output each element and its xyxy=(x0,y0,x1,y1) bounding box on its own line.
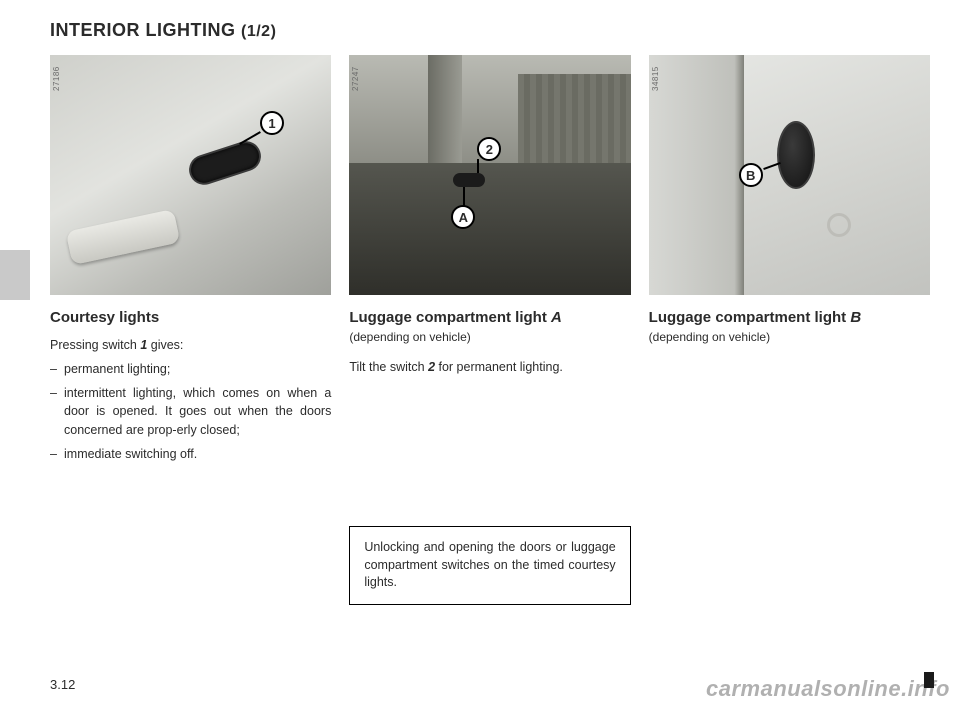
pillar-graphic xyxy=(428,55,462,165)
text: Tilt the switch xyxy=(349,360,428,374)
column-1: 27186 1 Courtesy lights Pressing switch … xyxy=(50,55,331,605)
column-2: 27247 2 A Luggage compartment light A (d… xyxy=(349,55,630,605)
info-note-box: Unlocking and opening the doors or lugga… xyxy=(349,526,630,605)
seatback-graphic xyxy=(518,74,631,170)
callout-b-label: B xyxy=(746,168,755,183)
text: Luggage compartment light xyxy=(349,309,551,326)
courtesy-lights-heading: Courtesy lights xyxy=(50,309,331,326)
manual-page: INTERIOR LIGHTING (1/2) 27186 1 Courtesy… xyxy=(0,0,960,710)
figure-id: 27247 xyxy=(351,66,360,91)
list-item: permanent lighting; xyxy=(50,360,331,378)
callout-1: 1 xyxy=(260,111,284,135)
watermark-text: carmanualsonline.info xyxy=(706,676,950,701)
leader-line xyxy=(463,187,465,207)
depends-on-vehicle: (depending on vehicle) xyxy=(349,330,630,344)
column-3: 34815 B Luggage compartment light B (dep… xyxy=(649,55,930,605)
text: gives: xyxy=(147,338,183,352)
leader-line xyxy=(477,159,479,173)
section-tab xyxy=(0,250,30,300)
luggage-a-heading: Luggage compartment light A xyxy=(349,309,630,326)
page-title: INTERIOR LIGHTING (1/2) xyxy=(50,20,930,41)
watermark: carmanualsonline.info xyxy=(706,676,950,702)
list-item: immediate switching off. xyxy=(50,445,331,463)
luggage-b-heading: Luggage compartment light B xyxy=(649,309,930,326)
text: for permanent lighting. xyxy=(435,360,563,374)
courtesy-options-list: permanent lighting; intermittent lightin… xyxy=(50,360,331,469)
cargo-floor-graphic xyxy=(349,163,630,295)
list-item: intermittent lighting, which comes on wh… xyxy=(50,384,331,438)
figure-courtesy-light: 27186 1 xyxy=(50,55,331,295)
columns: 27186 1 Courtesy lights Pressing switch … xyxy=(50,55,930,605)
callout-2-label: 2 xyxy=(486,142,493,157)
van-door-edge-graphic xyxy=(649,55,745,295)
text: Pressing switch xyxy=(50,338,140,352)
title-part: (1/2) xyxy=(241,23,276,40)
figure-id: 27186 xyxy=(52,66,61,91)
depends-on-vehicle: (depending on vehicle) xyxy=(649,330,930,344)
page-number: 3.12 xyxy=(50,677,75,692)
text: Luggage compartment light xyxy=(649,309,851,326)
side-light-graphic xyxy=(777,121,815,189)
callout-1-label: 1 xyxy=(268,116,275,131)
figure-luggage-light-b: 34815 B xyxy=(649,55,930,295)
cargo-light-graphic xyxy=(453,173,485,187)
callout-a-label: A xyxy=(459,210,468,225)
note-text: Unlocking and opening the doors or lugga… xyxy=(364,540,615,589)
callout-b: B xyxy=(739,163,763,187)
courtesy-intro: Pressing switch 1 gives: xyxy=(50,336,331,354)
luggage-a-text: Tilt the switch 2 for permanent lighting… xyxy=(349,358,630,376)
figure-id: 34815 xyxy=(651,66,660,91)
title-main: INTERIOR LIGHTING xyxy=(50,20,241,40)
figure-luggage-light-a: 27247 2 A xyxy=(349,55,630,295)
ref-letter-b: B xyxy=(850,309,861,326)
ref-number-2: 2 xyxy=(428,360,435,374)
ref-letter-a: A xyxy=(551,309,562,326)
tie-down-ring-graphic xyxy=(827,213,851,237)
